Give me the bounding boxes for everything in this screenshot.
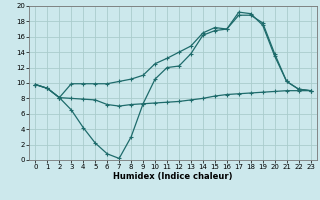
X-axis label: Humidex (Indice chaleur): Humidex (Indice chaleur) <box>113 172 233 181</box>
